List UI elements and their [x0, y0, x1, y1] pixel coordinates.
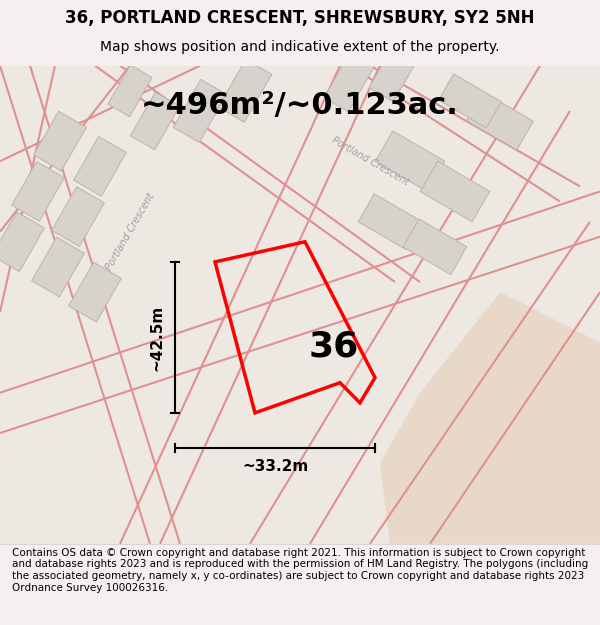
Polygon shape: [130, 92, 179, 150]
Polygon shape: [324, 50, 376, 112]
Text: Portland Crescent: Portland Crescent: [104, 191, 156, 272]
Polygon shape: [218, 59, 272, 122]
Polygon shape: [0, 212, 44, 272]
Polygon shape: [439, 74, 502, 128]
Polygon shape: [420, 161, 490, 222]
Polygon shape: [375, 131, 445, 192]
Polygon shape: [380, 292, 600, 544]
Text: 36, PORTLAND CRESCENT, SHREWSBURY, SY2 5NH: 36, PORTLAND CRESCENT, SHREWSBURY, SY2 5…: [65, 9, 535, 28]
Text: ~33.2m: ~33.2m: [242, 459, 308, 474]
Text: Map shows position and indicative extent of the property.: Map shows position and indicative extent…: [100, 40, 500, 54]
Text: 36: 36: [308, 329, 358, 364]
Polygon shape: [403, 219, 467, 274]
Text: Contains OS data © Crown copyright and database right 2021. This information is : Contains OS data © Crown copyright and d…: [12, 548, 588, 592]
Text: ~496m²/~0.123ac.: ~496m²/~0.123ac.: [141, 91, 459, 121]
Text: ~42.5m: ~42.5m: [149, 304, 164, 371]
Polygon shape: [74, 136, 127, 196]
Polygon shape: [358, 194, 422, 249]
Polygon shape: [369, 39, 421, 102]
Polygon shape: [108, 65, 152, 117]
Polygon shape: [32, 237, 85, 297]
Polygon shape: [173, 79, 227, 142]
Polygon shape: [52, 187, 104, 246]
Text: Portland Crescent: Portland Crescent: [330, 135, 410, 188]
Polygon shape: [467, 92, 533, 150]
Polygon shape: [68, 262, 121, 322]
Polygon shape: [34, 111, 86, 171]
Polygon shape: [11, 162, 64, 221]
